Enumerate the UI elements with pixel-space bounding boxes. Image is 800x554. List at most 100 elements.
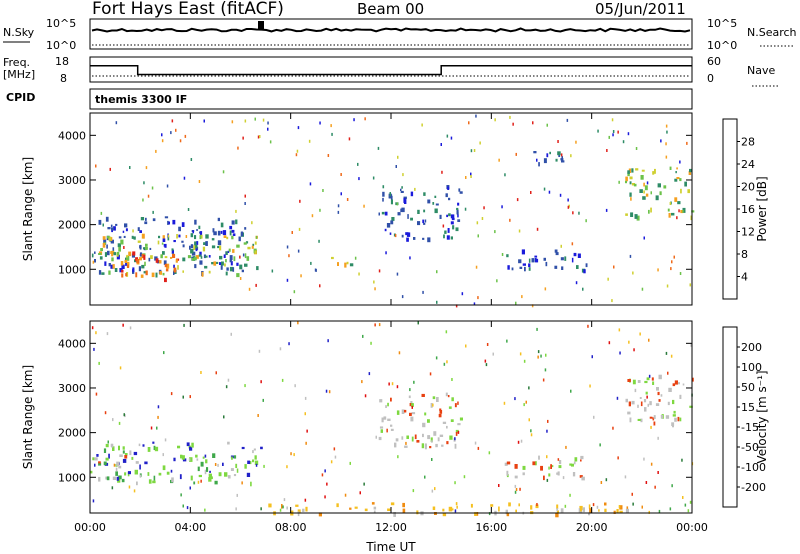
heatmap-cell [218, 472, 222, 477]
heatmap-cell [269, 140, 272, 144]
heatmap-cell [456, 207, 459, 210]
heatmap-cell [624, 475, 627, 479]
heatmap-cell [225, 385, 228, 389]
heatmap-cell [241, 481, 243, 485]
heatmap-cell [143, 255, 146, 260]
heatmap-cell [434, 487, 436, 491]
heatmap-cell [424, 219, 427, 223]
colorbar-tick-label: 24 [741, 158, 755, 171]
heatmap-cell [293, 453, 295, 457]
heatmap-cell [505, 509, 508, 515]
colorbar-frame [722, 326, 738, 508]
heatmap-cell [517, 440, 520, 444]
heatmap-cell [314, 268, 317, 272]
heatmap-cell [106, 244, 108, 249]
heatmap-cell [560, 244, 562, 248]
heatmap-cell [110, 251, 114, 254]
heatmap-cell [145, 246, 148, 250]
heatmap-cell [655, 195, 659, 201]
heatmap-cell [231, 229, 235, 233]
heatmap-cell [457, 219, 461, 222]
heatmap-cell [618, 328, 621, 332]
heatmap-cell [644, 185, 648, 191]
heatmap-cell [492, 352, 494, 356]
heatmap-cell [431, 440, 433, 443]
heatmap-cell [671, 484, 673, 488]
heatmap-cell [164, 277, 167, 283]
heatmap-cell [658, 399, 661, 402]
heatmap-cell [689, 405, 693, 408]
heatmap-cell [632, 379, 636, 385]
heatmap-cell [183, 323, 185, 327]
heatmap-cell [194, 244, 198, 249]
heatmap-cell [605, 478, 608, 482]
heatmap-cell [132, 251, 136, 256]
heatmap-cell [548, 190, 551, 194]
heatmap-cell [139, 464, 141, 470]
heatmap-cell [641, 287, 644, 291]
heatmap-cell [217, 240, 222, 246]
heatmap-cell [330, 460, 333, 464]
heatmap-cell [92, 260, 95, 264]
heatmap-cell [114, 268, 118, 272]
heatmap-cell [643, 236, 645, 240]
colorbar-tick-label: 8 [741, 248, 748, 261]
nsky-panel: N.Sky 10^5 10^0 10^5 10^0 N.Search [3, 17, 797, 52]
heatmap-cell [254, 117, 256, 121]
colorbar-tick-label: -200 [741, 481, 766, 494]
heatmap-cell [192, 256, 196, 261]
heatmap-cell [642, 196, 646, 200]
heatmap-cell [110, 237, 113, 241]
heatmap-cell [395, 438, 399, 442]
heatmap-cell [381, 417, 384, 423]
heatmap-cell [229, 266, 234, 272]
heatmap-cell [417, 209, 420, 214]
heatmap-cell [530, 429, 532, 433]
heatmap-cell [170, 256, 173, 259]
freq-label-line2: [MHz] [3, 68, 35, 81]
heatmap-cell [674, 380, 678, 385]
heatmap-cell [470, 149, 473, 153]
heatmap-cell [141, 233, 145, 239]
heatmap-cell [200, 234, 203, 239]
heatmap-cell [253, 448, 256, 451]
cpid-frame [89, 88, 693, 110]
heatmap-cell [423, 209, 426, 213]
heatmap-cell [121, 264, 125, 269]
heatmap-cell [454, 403, 457, 408]
heatmap-cell [667, 401, 670, 406]
heatmap-cell [439, 434, 444, 437]
heatmap-cell [186, 506, 189, 510]
heatmap-cell [387, 418, 391, 421]
heatmap-cell [243, 242, 247, 245]
heatmap-cell [692, 377, 694, 382]
power-panel: 1000 2000 3000 4000 Slant Range [km] 4 8 12 16… [21, 112, 769, 308]
heatmap-cell [434, 195, 437, 198]
heatmap-cell [671, 260, 673, 264]
heatmap-cell [310, 261, 312, 265]
heatmap-cell [565, 445, 567, 449]
heatmap-cell [238, 236, 241, 242]
heatmap-cell [183, 176, 186, 180]
heatmap-cell [209, 470, 211, 473]
heatmap-cell [217, 463, 219, 467]
velocity-panel: 1000 2000 3000 4000 00:00 04:00 08:00 12:00 16:… [21, 320, 769, 534]
heatmap-cell [667, 208, 670, 212]
heatmap-cell [619, 505, 623, 510]
heatmap-cell [518, 259, 522, 264]
heatmap-cell [498, 484, 500, 487]
x-tick-label: 00:00 [676, 521, 708, 534]
heatmap-cell [190, 158, 193, 161]
heatmap-cell [498, 506, 500, 512]
heatmap-cell [445, 392, 448, 397]
heatmap-cell [678, 209, 680, 213]
heatmap-cell [193, 245, 196, 250]
heatmap-cell [111, 257, 114, 262]
heatmap-cell [449, 435, 453, 440]
heatmap-cell [110, 443, 113, 447]
heatmap-cell [577, 253, 581, 258]
heatmap-cell [205, 459, 208, 464]
heatmap-cell [122, 458, 127, 463]
heatmap-cell [666, 130, 668, 134]
heatmap-cell [268, 503, 272, 508]
